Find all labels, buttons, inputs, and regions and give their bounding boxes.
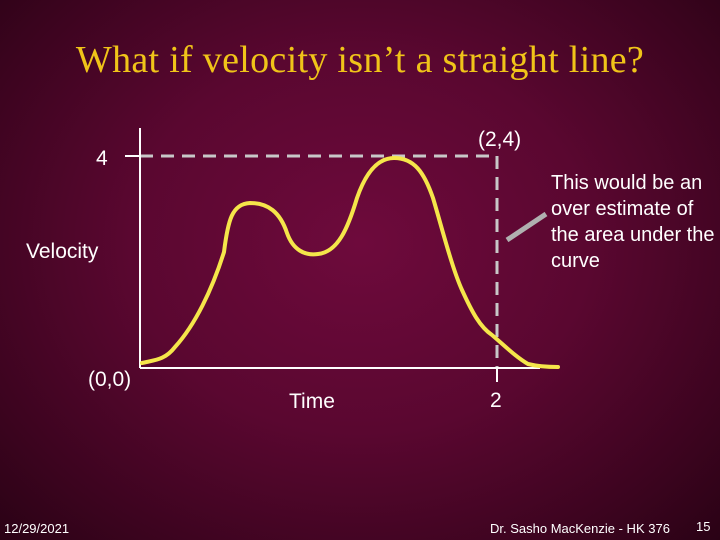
origin-label: (0,0) (88, 368, 132, 391)
slide-title: What if velocity isn’t a straight line? (75, 39, 645, 81)
corner-point-label: (2,4) (478, 128, 522, 151)
footer-author: Dr. Sasho MacKenzie - HK 376 (490, 521, 670, 536)
overestimate-annotation: This would be an over estimate of the ar… (551, 172, 715, 272)
page-number: 15 (696, 519, 711, 534)
x-axis-label: Time (289, 390, 335, 413)
velocity-curve (140, 156, 560, 369)
footer-date: 12/29/2021 (4, 521, 70, 536)
y-axis-label: Velocity (26, 240, 99, 263)
y-tick-label: 4 (96, 147, 108, 170)
annotation-pointer (505, 211, 548, 243)
x-tick-label: 2 (490, 389, 502, 412)
